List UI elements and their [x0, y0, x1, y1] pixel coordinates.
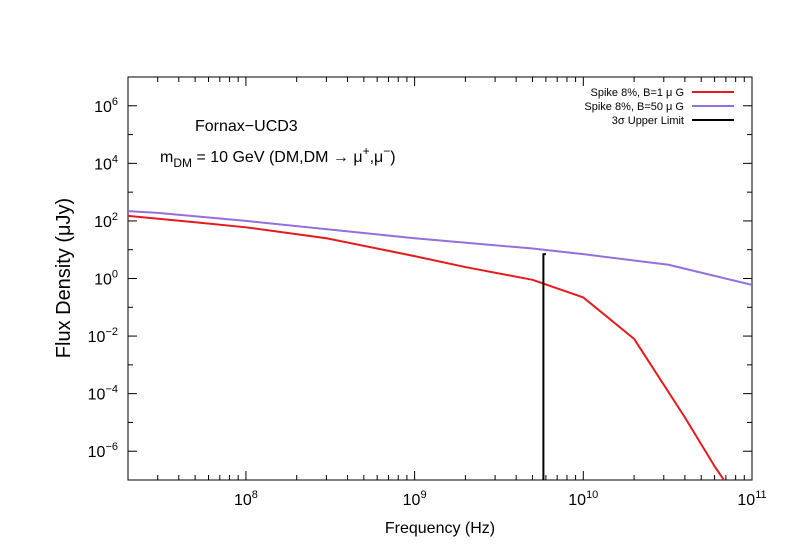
y-tick-label: 10−2	[88, 326, 118, 346]
x-tick-label: 108	[234, 489, 258, 509]
x-axis-title: Frequency (Hz)	[385, 520, 495, 537]
x-tick-label: 109	[403, 489, 427, 509]
y-tick-label: 10−6	[88, 441, 118, 461]
y-tick-label: 102	[94, 211, 118, 231]
y-tick-label: 10−4	[88, 384, 118, 404]
mass-mid: ,μ	[370, 149, 384, 166]
x-tick-label: 1010	[568, 489, 598, 509]
mass-sup-plus: +	[363, 144, 370, 158]
legend-label-2: Spike 8%, B=50 μ G	[584, 101, 684, 113]
series-line-2	[128, 210, 752, 286]
mass-text: = 10 GeV (DM,DM → μ	[192, 149, 363, 166]
legend: Spike 8%, B=1 μ G Spike 8%, B=50 μ G 3σ …	[584, 87, 734, 127]
x-tick-label: 1011	[737, 489, 766, 509]
y-tick-label: 106	[94, 96, 118, 116]
series-layer	[128, 210, 752, 480]
mass-close: )	[390, 149, 395, 166]
y-axis: 10−6 10−4 10−2 100 102 104 106	[88, 76, 752, 481]
legend-label-3: 3σ Upper Limit	[612, 115, 684, 127]
mass-annotation: mDM = 10 GeV (DM,DM → μ+,μ−)	[160, 144, 396, 170]
plot-frame	[127, 76, 753, 481]
y-tick-label: 100	[94, 269, 118, 289]
mass-subscript: DM	[173, 156, 192, 170]
y-axis-title: Flux Density (μJy)	[53, 198, 75, 358]
series-line-1	[128, 214, 726, 480]
series-line-3	[542, 253, 546, 480]
x-axis: 108 109 1010 1011	[127, 77, 767, 509]
mass-prefix: m	[160, 149, 173, 166]
y-tick-label: 104	[94, 153, 118, 173]
mass-sup-minus: −	[383, 144, 390, 158]
legend-label-1: Spike 8%, B=1 μ G	[591, 87, 684, 99]
source-annotation: Fornax−UCD3	[195, 118, 298, 135]
